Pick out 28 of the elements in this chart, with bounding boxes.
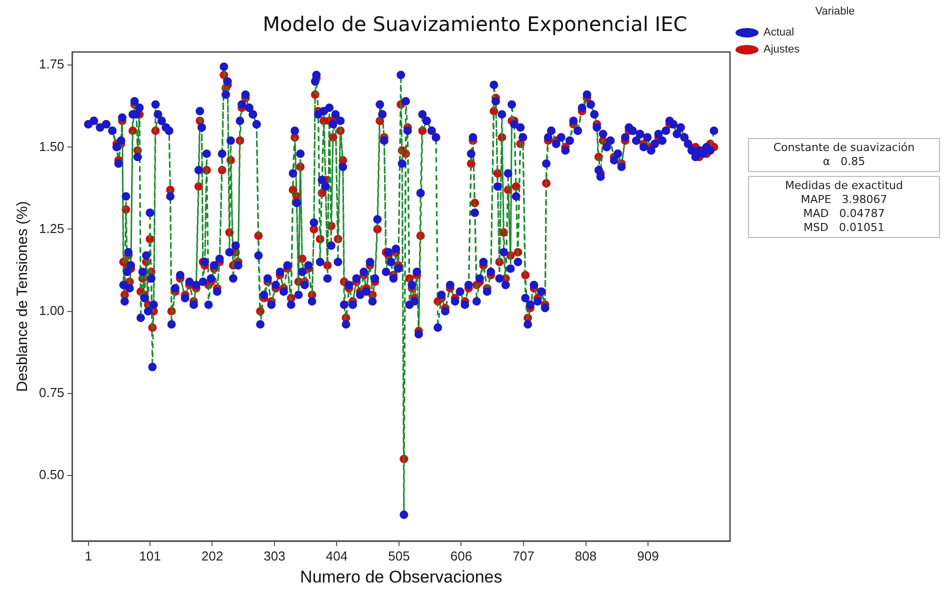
legend-title: Variable bbox=[815, 6, 855, 18]
x-tick-label: 404 bbox=[326, 548, 348, 564]
chart-title: Modelo de Suavizamiento Exponencial IEC bbox=[262, 12, 688, 36]
x-tick-label: 505 bbox=[388, 548, 410, 564]
x-tick-label: 1 bbox=[84, 548, 92, 564]
x-tick-label: 808 bbox=[574, 548, 597, 564]
x-tick-label: 303 bbox=[264, 548, 286, 564]
x-tick-label: 101 bbox=[139, 548, 161, 564]
text: MAD 0.04787 bbox=[802, 207, 886, 221]
y-tick-label: 1.75 bbox=[38, 56, 64, 72]
y-tick-label: 1.50 bbox=[38, 138, 64, 154]
x-tick-label: 606 bbox=[450, 548, 472, 564]
legend-label: Ajustes bbox=[764, 44, 800, 56]
x-tick-label: 909 bbox=[637, 548, 659, 564]
x-tick-label: 707 bbox=[512, 548, 534, 564]
text: Medidas de exactitud bbox=[784, 179, 904, 193]
legend-label: Actual bbox=[764, 26, 794, 39]
x-tick-label: 202 bbox=[201, 548, 224, 564]
text: MSD 0.01051 bbox=[802, 221, 886, 235]
y-tick-label: 1.25 bbox=[38, 220, 64, 236]
text: MAPE 3.98067 bbox=[800, 193, 888, 207]
text: α 0.85 bbox=[822, 155, 866, 169]
x-axis-title: Numero de Observaciones bbox=[300, 567, 502, 586]
text: Constante de suavización bbox=[772, 141, 916, 155]
y-tick-label: 1.00 bbox=[38, 302, 64, 318]
y-axis-title: Desblance de Tensiones (%) bbox=[14, 201, 32, 392]
y-tick-label: 0.50 bbox=[38, 466, 64, 482]
y-tick-label: 0.75 bbox=[38, 384, 64, 400]
